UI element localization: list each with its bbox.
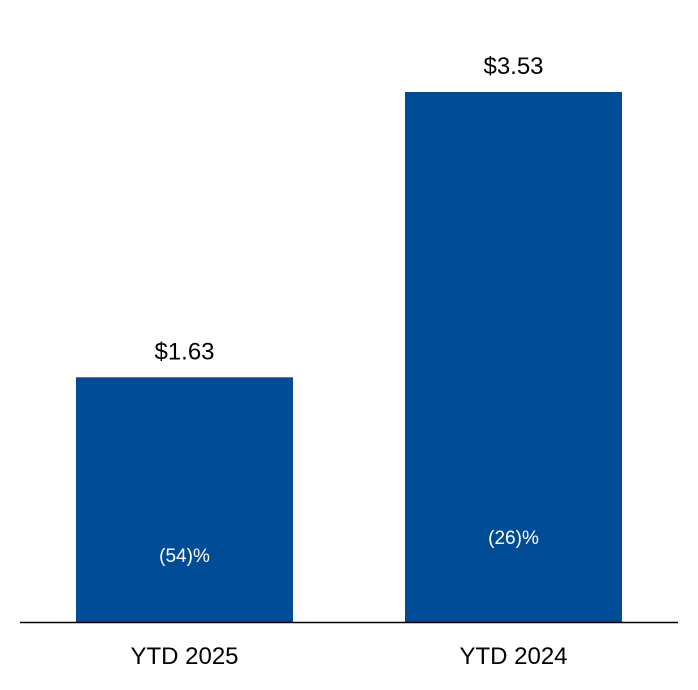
category-tick-label: YTD 2024: [459, 643, 567, 670]
change-label: (54)%: [159, 546, 210, 567]
labels-group: $1.63 (54)% YTD 2025 $3.53 (26)% YTD 2024: [130, 53, 567, 670]
bars-group: [76, 92, 622, 622]
change-label: (26)%: [488, 528, 539, 549]
value-label: $3.53: [483, 53, 543, 80]
category-tick-label: YTD 2025: [130, 643, 238, 670]
bar-ytd-2024: [405, 92, 622, 622]
value-label: $1.63: [154, 338, 214, 365]
bar-ytd-2025: [76, 377, 293, 622]
